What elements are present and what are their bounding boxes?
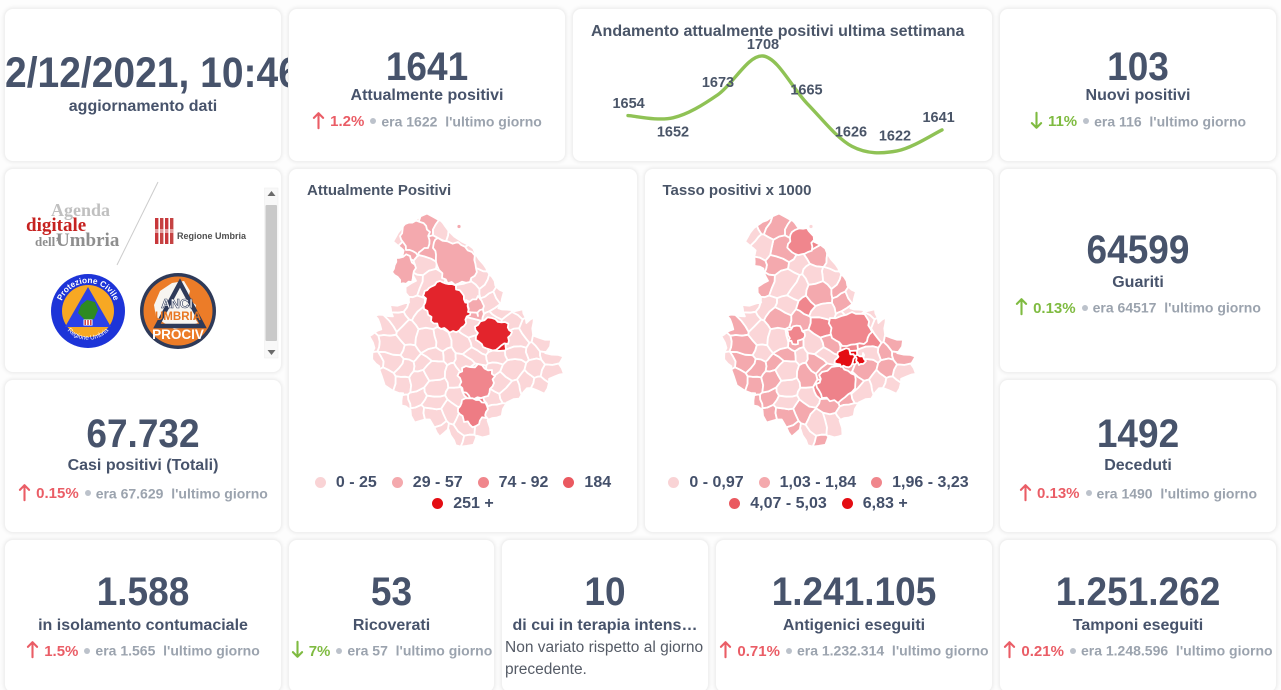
svg-text:dell’: dell’ [35,234,60,249]
svg-text:digitale: digitale [26,215,86,236]
svg-text:ANCI: ANCI [161,296,193,311]
svg-text:Regione Umbria: Regione Umbria [177,231,247,241]
svg-text:1626: 1626 [835,125,867,141]
svg-text:Andamento attualmente positivi: Andamento attualmente positivi ultima se… [591,23,965,40]
svg-text:PROCIV: PROCIV [152,327,204,342]
svg-text:1665: 1665 [790,83,822,99]
svg-text:1654: 1654 [612,96,644,112]
svg-text:1708: 1708 [747,37,779,53]
svg-text:Umbria: Umbria [56,230,120,251]
svg-text:1641: 1641 [922,110,954,126]
svg-text:UMBRIA: UMBRIA [155,311,201,323]
svg-text:1673: 1673 [702,75,734,91]
svg-text:Agenda: Agenda [51,200,110,220]
svg-text:1652: 1652 [657,125,689,141]
svg-text:1622: 1622 [879,129,911,145]
